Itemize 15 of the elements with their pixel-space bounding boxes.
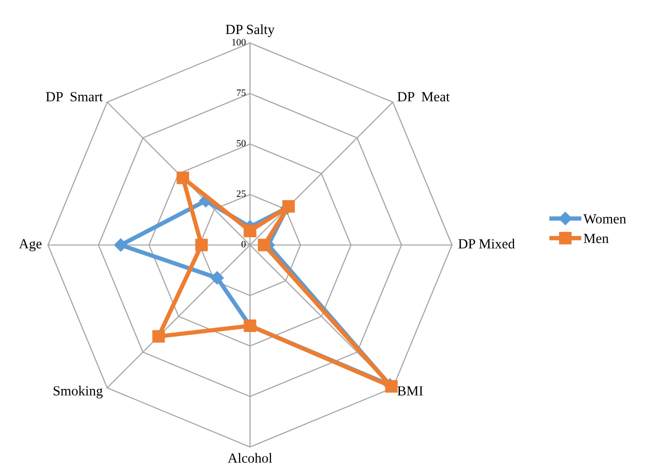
spoke-label: DP Smart [46, 92, 103, 102]
y-tick-label: 0 [242, 240, 246, 248]
y-tick-label: 25 [236, 190, 246, 197]
legend-label: Women [583, 214, 626, 224]
y-tick-label: 50 [236, 140, 246, 146]
spoke-label: Smoking [54, 386, 103, 398]
y-tick-label: 100 [232, 38, 246, 46]
y-tick-label: 75 [236, 89, 246, 96]
spoke-label: DP Meat [397, 92, 450, 102]
spoke-label: Alcohol [228, 453, 272, 463]
spoke-label: BMI [397, 386, 423, 396]
legend-label: Men [584, 234, 609, 244]
spoke-label: Age [18, 239, 42, 252]
spoke-label: DP Salty [226, 24, 275, 37]
spoke-label: DP Mixed [458, 238, 515, 248]
